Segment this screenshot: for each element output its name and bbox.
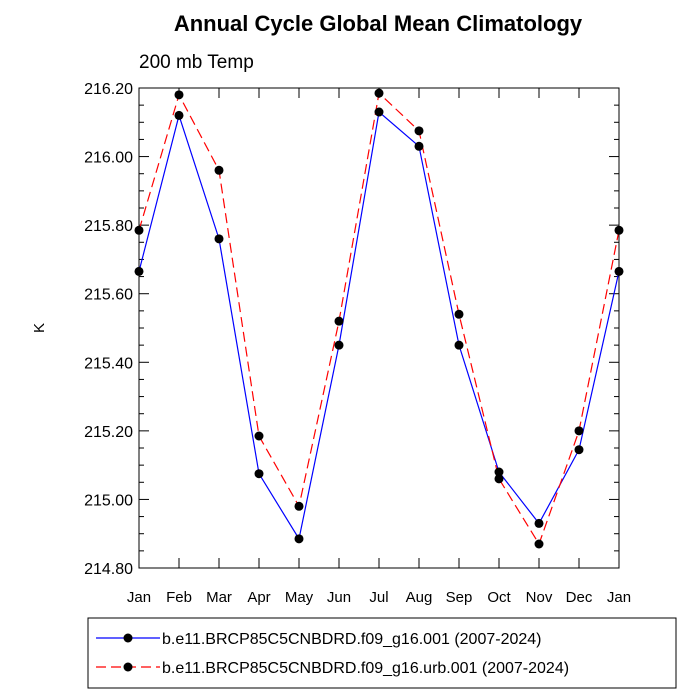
y-tick-label: 215.60 xyxy=(84,287,133,304)
legend-marker-1 xyxy=(123,633,133,643)
y-tick-label: 215.80 xyxy=(84,218,133,235)
data-point-s2 xyxy=(174,90,184,100)
data-point-s2 xyxy=(134,225,144,235)
data-point-s1 xyxy=(254,469,264,479)
chart-title: Annual Cycle Global Mean Climatology xyxy=(174,11,583,36)
series-line-2 xyxy=(138,91,620,546)
x-tick-label: Dec xyxy=(566,589,593,606)
data-point-s2 xyxy=(574,426,584,436)
x-tick-label: Nov xyxy=(526,589,553,606)
legend-label-1: b.e11.BRCP85C5CNBDRD.f09_g16.001 (2007-2… xyxy=(162,631,541,648)
data-point-s1 xyxy=(334,340,344,350)
legend-marker-2 xyxy=(123,662,133,672)
data-point-s2 xyxy=(254,431,264,441)
x-tick-label: Aug xyxy=(406,589,433,606)
x-tick-label: Jul xyxy=(369,589,388,606)
data-point-s2 xyxy=(494,474,504,484)
y-tick-label: 214.80 xyxy=(84,561,133,578)
series-line-1 xyxy=(138,110,620,541)
series-group xyxy=(134,88,624,549)
data-point-s1 xyxy=(614,266,624,276)
x-tick-label: Feb xyxy=(166,589,192,606)
y-tick-label: 215.20 xyxy=(84,424,133,441)
y-tick-label: 215.40 xyxy=(84,355,133,372)
x-tick-label: Jan xyxy=(127,589,151,606)
legend-label-2: b.e11.BRCP85C5CNBDRD.f09_g16.urb.001 (20… xyxy=(162,660,569,677)
data-point-s1 xyxy=(134,266,144,276)
x-tick-label: Jan xyxy=(607,589,631,606)
data-point-s1 xyxy=(374,107,384,117)
x-tick-label: Oct xyxy=(487,589,511,606)
x-tick-label: Sep xyxy=(446,589,473,606)
x-tick-label: Jun xyxy=(327,589,351,606)
data-point-s1 xyxy=(214,234,224,244)
data-point-s2 xyxy=(414,126,424,136)
data-point-s1 xyxy=(534,518,544,528)
legend-box xyxy=(87,617,677,689)
y-tick-label: 216.20 xyxy=(84,81,133,98)
data-point-s1 xyxy=(494,467,504,477)
y-axis-label: K xyxy=(31,323,48,333)
data-point-s2 xyxy=(614,225,624,235)
data-point-s1 xyxy=(294,534,304,544)
data-point-s1 xyxy=(574,445,584,455)
x-tick-label: Mar xyxy=(206,589,232,606)
y-tick-labels: 214.80 215.00 215.20 215.40 215.60 215.80 216.… xyxy=(84,81,133,578)
y-tick-label: 216.00 xyxy=(84,150,133,167)
data-point-s2 xyxy=(454,309,464,319)
data-point-s2 xyxy=(534,539,544,549)
legend: b.e11.BRCP85C5CNBDRD.f09_g16.001 (2007-2… xyxy=(87,617,677,689)
data-point-s1 xyxy=(414,141,424,151)
data-point-s2 xyxy=(334,316,344,326)
chart-subtitle: 200 mb Temp xyxy=(139,52,254,73)
data-point-s2 xyxy=(374,88,384,98)
plot-frame xyxy=(138,87,620,569)
data-point-s2 xyxy=(214,165,224,175)
data-point-s2 xyxy=(294,501,304,511)
data-point-s1 xyxy=(174,110,184,120)
data-point-s1 xyxy=(454,340,464,350)
y-tick-label: 215.00 xyxy=(84,492,133,509)
x-tick-labels: Jan Feb Mar Apr May Jun Jul Aug Sep Oct Nov Dec Jan xyxy=(127,589,631,606)
tick-marks xyxy=(138,87,620,569)
x-tick-label: Apr xyxy=(247,589,270,606)
x-tick-label: May xyxy=(285,589,314,606)
